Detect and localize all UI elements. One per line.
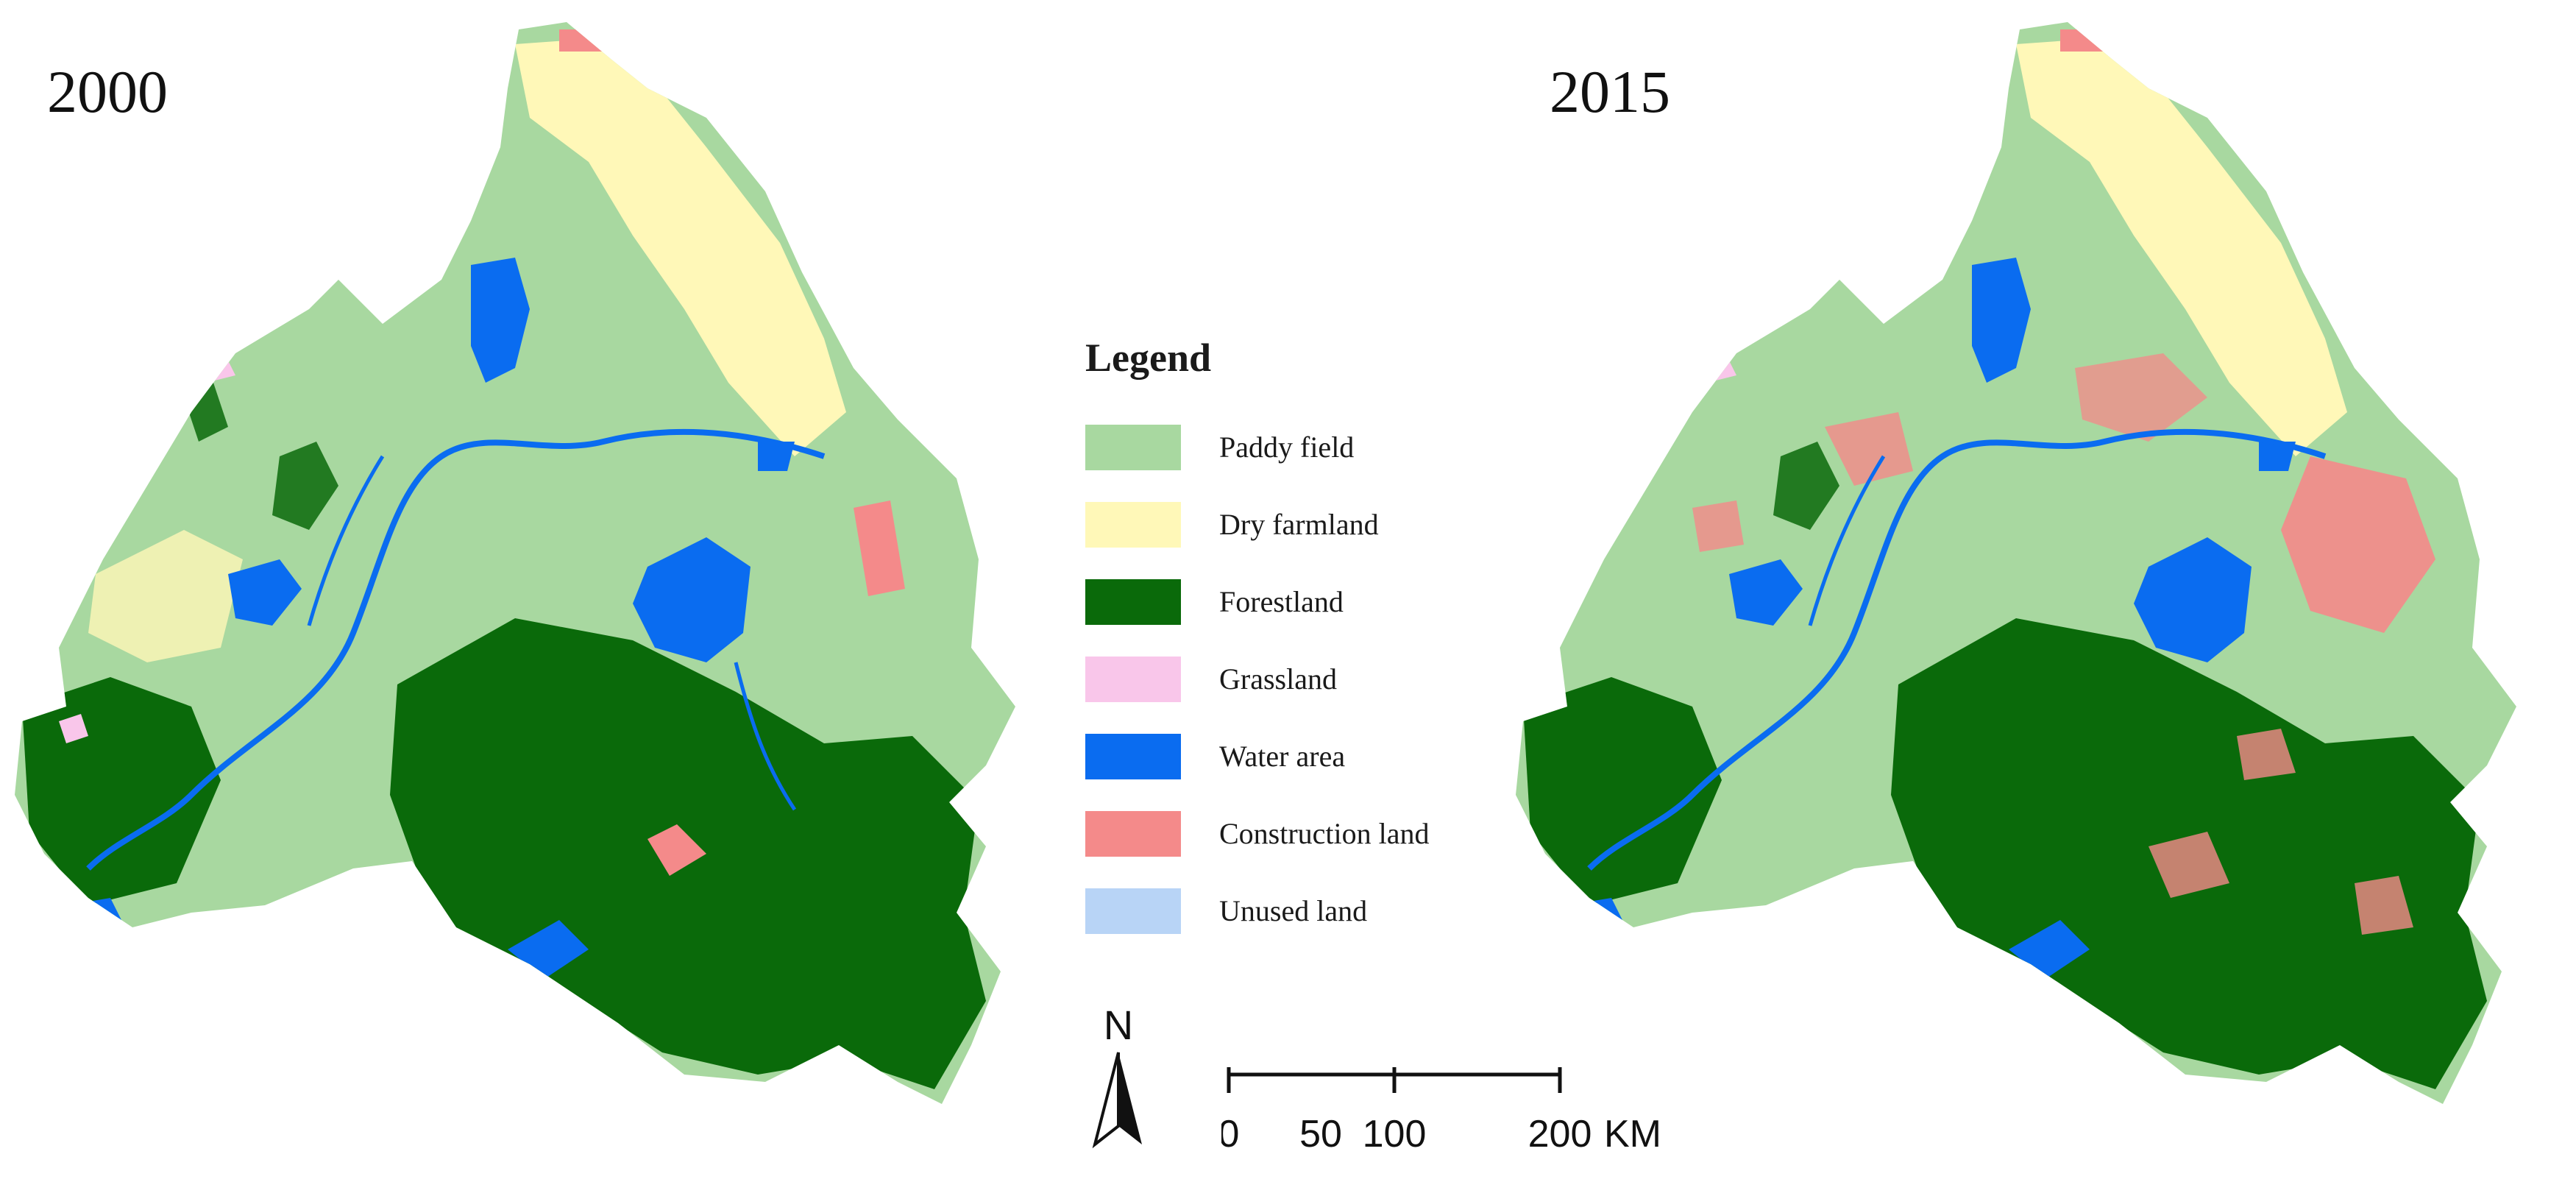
legend-title: Legend [1085, 336, 1212, 380]
legend-swatch [1085, 578, 1181, 625]
legend-item: Water area [1085, 718, 1497, 795]
legend-swatch [1085, 656, 1181, 702]
legend-swatch [1085, 733, 1181, 779]
legend-label: Unused land [1219, 894, 1368, 927]
legend-item: Dry farmland [1085, 486, 1497, 563]
legend-label: Dry farmland [1219, 508, 1379, 541]
land-use-map-2015 [1516, 22, 2516, 1104]
north-label: N [1104, 1002, 1133, 1048]
legend-label: Water area [1219, 740, 1346, 773]
legend-label: Grassland [1219, 662, 1337, 696]
legend-label: Construction land [1219, 817, 1430, 850]
north-arrow: N [1082, 1001, 1155, 1159]
scale-tick-50: 50 [1299, 1113, 1342, 1156]
scale-tick-200: 200 [1528, 1113, 1592, 1156]
legend: Legend Paddy field Dry farmland Forestland… [1085, 335, 1497, 949]
scale-tick-100: 100 [1363, 1113, 1427, 1156]
map-year-2000: 2000 [47, 58, 168, 125]
legend-swatch [1085, 810, 1181, 857]
legend-item: Construction land [1085, 795, 1497, 872]
legend-item: Grassland [1085, 640, 1497, 718]
legend-label: Forestland [1219, 585, 1344, 618]
legend-swatch [1085, 888, 1181, 934]
north-arrow-icon: N [1092, 1002, 1142, 1149]
scale-tick-0: 0 [1221, 1113, 1239, 1156]
scale-unit: KM [1604, 1113, 1661, 1156]
scale-bar: 0 50 100 200 KM [1221, 1067, 1661, 1156]
legend-label: Paddy field [1219, 431, 1355, 464]
legend-swatch [1085, 501, 1181, 548]
legend-item: Paddy field [1085, 408, 1497, 486]
legend-items: Paddy field Dry farmland Forestland Grassla… [1085, 408, 1497, 949]
legend-item: Unused land [1085, 872, 1497, 949]
legend-swatch [1085, 424, 1181, 470]
map-year-2015: 2015 [1550, 58, 1670, 125]
legend-item: Forestland [1085, 563, 1497, 640]
land-use-map-2000 [15, 22, 1015, 1104]
